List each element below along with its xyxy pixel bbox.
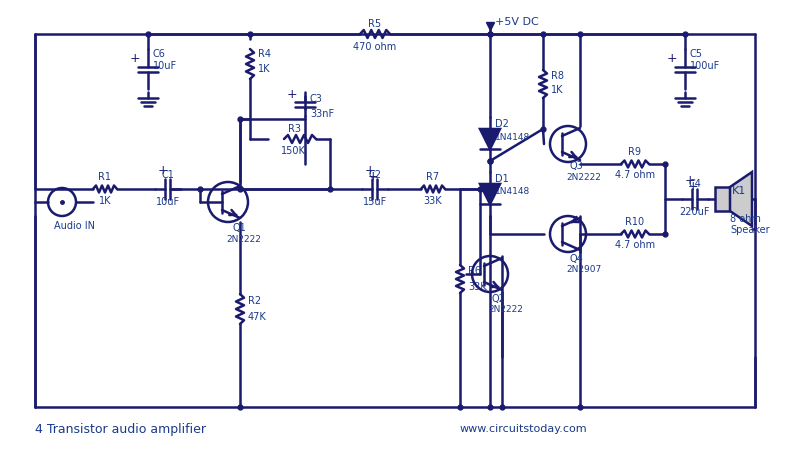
Text: Speaker: Speaker [730, 225, 770, 235]
Text: 2N2222: 2N2222 [488, 305, 523, 314]
Text: R5: R5 [369, 19, 381, 29]
Text: 4.7 ohm: 4.7 ohm [615, 240, 655, 250]
Text: +: + [368, 170, 378, 183]
Text: C1: C1 [162, 170, 174, 180]
Text: Q2: Q2 [492, 294, 506, 304]
Text: 8 ohm: 8 ohm [730, 214, 761, 224]
Text: +: + [130, 53, 140, 66]
Text: K1: K1 [732, 186, 746, 196]
Text: 33K: 33K [424, 196, 442, 206]
Polygon shape [730, 172, 752, 226]
Text: R10: R10 [626, 217, 645, 227]
Text: 10uF: 10uF [156, 197, 180, 207]
Text: C2: C2 [369, 170, 381, 180]
Text: 4 Transistor audio amplifier: 4 Transistor audio amplifier [35, 423, 206, 436]
Text: 2N2222: 2N2222 [226, 234, 261, 243]
Text: D2: D2 [495, 119, 509, 129]
Text: Audio IN: Audio IN [54, 221, 95, 231]
Text: 15uF: 15uF [363, 197, 387, 207]
Text: www.circuitstoday.com: www.circuitstoday.com [460, 424, 588, 434]
Text: 1K: 1K [98, 196, 111, 206]
Text: +: + [688, 180, 698, 193]
Polygon shape [480, 129, 500, 149]
Text: R8: R8 [551, 71, 564, 81]
Text: Q4: Q4 [570, 254, 584, 264]
Text: +: + [684, 174, 695, 187]
Text: 2N2222: 2N2222 [566, 172, 601, 181]
Text: C6: C6 [153, 49, 166, 59]
Text: 33nF: 33nF [310, 109, 334, 119]
Text: 2N2907: 2N2907 [566, 265, 601, 274]
Text: 1K: 1K [258, 64, 270, 74]
Text: 150K: 150K [281, 146, 306, 156]
Text: R2: R2 [248, 296, 261, 306]
Text: +: + [157, 164, 168, 177]
Text: 1N4148: 1N4148 [495, 132, 530, 141]
Text: R9: R9 [629, 147, 641, 157]
Text: +: + [667, 53, 678, 66]
Text: D1: D1 [495, 174, 509, 184]
Text: 1N4148: 1N4148 [495, 188, 530, 197]
Text: +: + [364, 164, 375, 177]
Polygon shape [480, 184, 500, 204]
Text: 10uF: 10uF [153, 61, 177, 71]
Text: 33K: 33K [468, 282, 487, 292]
Text: R1: R1 [98, 172, 111, 182]
Text: 100uF: 100uF [690, 61, 720, 71]
Text: R7: R7 [426, 172, 440, 182]
Text: Q1: Q1 [233, 223, 247, 233]
Text: R6: R6 [468, 266, 481, 276]
Text: +: + [287, 88, 297, 101]
Text: R4: R4 [258, 49, 271, 59]
Text: C3: C3 [310, 94, 323, 104]
Text: 47K: 47K [248, 312, 267, 322]
Text: C4: C4 [689, 179, 701, 189]
Text: 470 ohm: 470 ohm [353, 42, 396, 52]
Text: 4.7 ohm: 4.7 ohm [615, 170, 655, 180]
Text: 220uF: 220uF [680, 207, 710, 217]
Text: 1K: 1K [551, 85, 563, 95]
Text: C5: C5 [690, 49, 703, 59]
Text: +5V DC: +5V DC [495, 17, 539, 27]
Polygon shape [715, 187, 730, 211]
Text: R3: R3 [288, 124, 302, 134]
Text: Q3: Q3 [570, 161, 584, 171]
